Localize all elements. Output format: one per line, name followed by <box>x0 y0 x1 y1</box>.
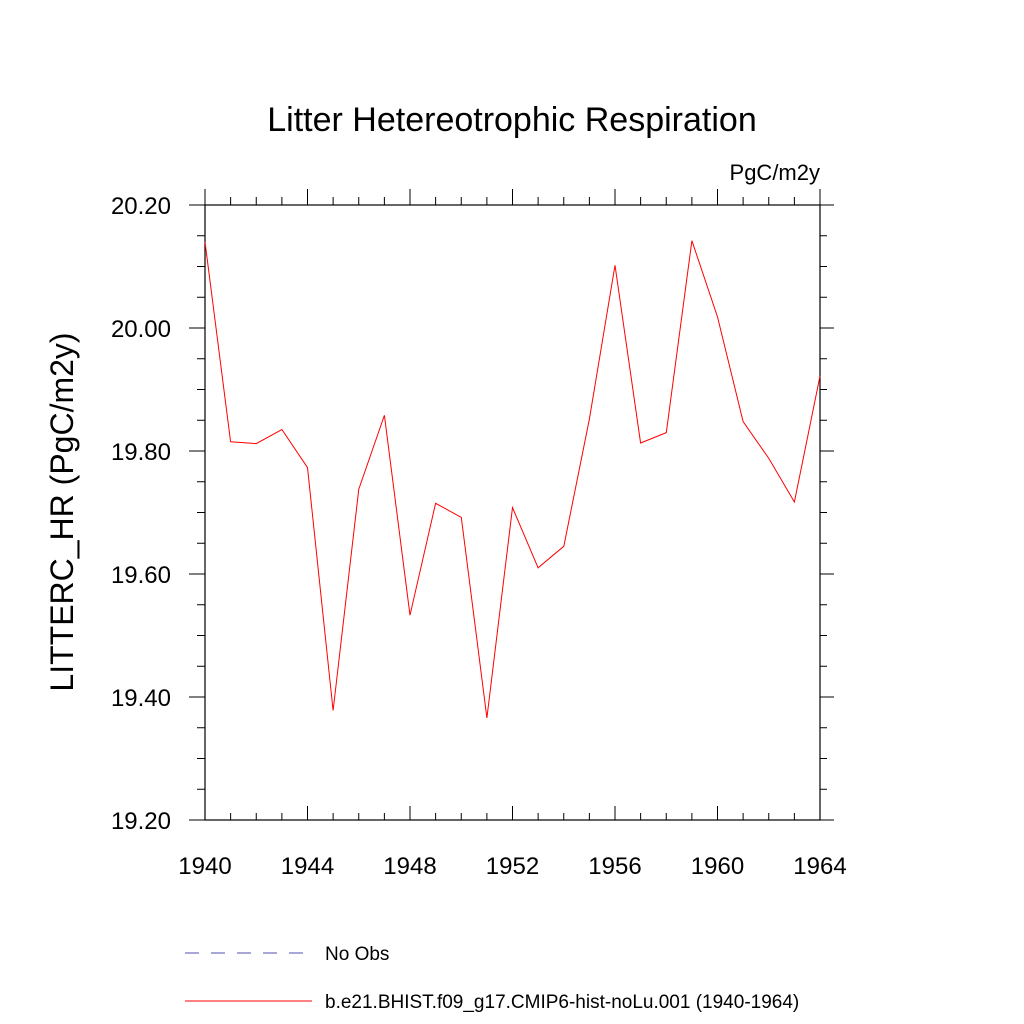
y-tick-label: 20.00 <box>111 316 171 343</box>
y-tick-label: 19.20 <box>111 808 171 835</box>
legend-label: No Obs <box>325 944 389 965</box>
series-line <box>204 240 821 718</box>
legend-label: b.e21.BHIST.f09_g17.CMIP6-hist-noLu.001 … <box>325 992 799 1013</box>
x-tick-label: 1944 <box>281 853 334 880</box>
x-tick-label: 1940 <box>178 853 231 880</box>
units-label: PgC/m2y <box>730 160 820 185</box>
legend: No Obs b.e21.BHIST.f09_g17.CMIP6-hist-noL… <box>185 944 799 1013</box>
chart-title: Litter Hetereotrophic Respiration <box>267 101 756 139</box>
y-axis-label: LITTERC_HR (PgC/m2y) <box>44 332 80 691</box>
y-tick-label: 20.20 <box>111 193 171 220</box>
x-tick-label: 1960 <box>691 853 744 880</box>
y-tick-label: 19.80 <box>111 439 171 466</box>
x-tick-label: 1952 <box>486 853 539 880</box>
x-tick-label: 1948 <box>383 853 436 880</box>
y-tick-label: 19.40 <box>111 685 171 712</box>
axis-ticks <box>189 189 834 821</box>
y-tick-label: 19.60 <box>111 562 171 589</box>
axis-tick-labels: 1940 1944 1948 1952 1956 1960 1964 19.20 19.40 19… <box>111 193 847 880</box>
x-tick-label: 1956 <box>588 853 641 880</box>
series-layer <box>204 240 821 718</box>
plot-frame <box>204 204 821 821</box>
x-tick-label: 1964 <box>793 853 846 880</box>
